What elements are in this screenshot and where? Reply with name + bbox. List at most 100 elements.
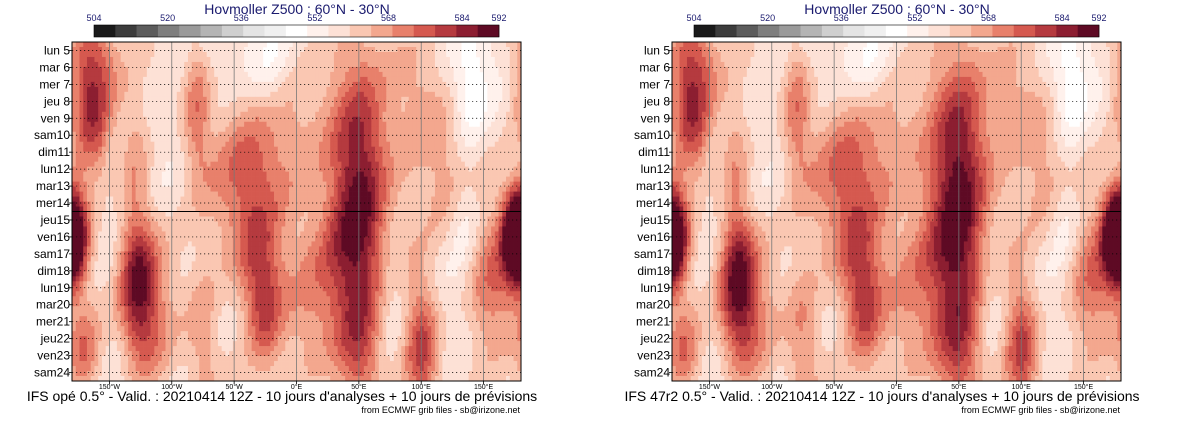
- heatmap-cell: [498, 151, 503, 158]
- heatmap-cell: [259, 221, 264, 227]
- heatmap-cell: [509, 216, 514, 222]
- heatmap-cell: [442, 151, 447, 158]
- heatmap-cell: [165, 121, 170, 128]
- heatmap-cell: [476, 161, 481, 167]
- heatmap-cell: [408, 126, 413, 133]
- heatmap-cell: [453, 156, 458, 162]
- heatmap-cell: [146, 66, 151, 73]
- heatmap-cell: [375, 121, 380, 128]
- heatmap-cell: [221, 171, 226, 177]
- heatmap-cell: [232, 86, 237, 93]
- heatmap-cell: [348, 46, 353, 53]
- heatmap-cell: [322, 211, 327, 217]
- heatmap-cell: [468, 171, 473, 177]
- heatmap-cell: [307, 216, 312, 222]
- heatmap-cell: [158, 141, 163, 148]
- heatmap-cell: [120, 181, 125, 187]
- heatmap-cell: [322, 111, 327, 118]
- heatmap-cell: [120, 151, 125, 158]
- heatmap-cell: [341, 191, 346, 197]
- heatmap-cell: [378, 171, 383, 177]
- heatmap-cell: [225, 211, 230, 217]
- heatmap-cell: [326, 136, 331, 143]
- heatmap-cell: [195, 66, 200, 73]
- heatmap-cell: [206, 196, 211, 202]
- heatmap-cell: [187, 51, 193, 58]
- heatmap-cell: [161, 176, 166, 182]
- heatmap-cell: [217, 86, 223, 93]
- heatmap-cell: [498, 201, 503, 207]
- heatmap-cell: [423, 241, 428, 247]
- heatmap-cell: [120, 231, 125, 237]
- heatmap-cell: [498, 111, 503, 118]
- heatmap-cell: [281, 121, 286, 128]
- heatmap-cell: [427, 71, 432, 78]
- heatmap-cell: [300, 166, 305, 172]
- heatmap-cell: [72, 66, 77, 73]
- heatmap-cell: [210, 61, 215, 68]
- heatmap-cell: [345, 131, 350, 138]
- heatmap-cell: [453, 86, 458, 93]
- heatmap-cell: [187, 42, 193, 48]
- heatmap-cell: [180, 66, 185, 73]
- heatmap-cell: [244, 241, 249, 247]
- heatmap-cell: [375, 156, 380, 162]
- heatmap-cell: [229, 156, 234, 162]
- heatmap-cell: [221, 226, 226, 232]
- heatmap-cell: [251, 56, 256, 63]
- heatmap-cell: [259, 51, 264, 58]
- heatmap-cell: [363, 126, 368, 133]
- heatmap-cell: [416, 111, 421, 118]
- heatmap-cell: [371, 101, 376, 108]
- heatmap-cell: [405, 66, 410, 73]
- heatmap-cell: [135, 206, 140, 212]
- heatmap-cell: [330, 101, 335, 108]
- heatmap-cell: [289, 201, 294, 207]
- heatmap-cell: [98, 161, 103, 167]
- heatmap-cell: [333, 146, 339, 153]
- heatmap-cell: [348, 221, 353, 227]
- heatmap-cell: [341, 141, 346, 148]
- heatmap-cell: [491, 126, 496, 133]
- heatmap-cell: [367, 71, 372, 78]
- heatmap-cell: [274, 186, 279, 192]
- heatmap-cell: [165, 206, 170, 212]
- heatmap-cell: [98, 71, 103, 78]
- heatmap-cell: [75, 161, 80, 167]
- heatmap-cell: [289, 56, 294, 63]
- heatmap-cell: [274, 111, 279, 118]
- heatmap-cell: [281, 131, 286, 138]
- heatmap-cell: [341, 96, 346, 103]
- heatmap-cell: [210, 51, 215, 58]
- heatmap-cell: [363, 81, 368, 88]
- heatmap-cell: [397, 91, 402, 98]
- heatmap-cell: [390, 126, 395, 133]
- heatmap-cell: [221, 126, 226, 133]
- heatmap-cell: [165, 226, 170, 232]
- heatmap-cell: [158, 91, 163, 98]
- heatmap-cell: [464, 181, 469, 187]
- heatmap-cell: [419, 141, 425, 148]
- heatmap-cell: [251, 106, 256, 113]
- heatmap-cell: [419, 42, 425, 48]
- heatmap-cell: [221, 146, 226, 153]
- heatmap-cell: [124, 131, 129, 138]
- heatmap-cell: [457, 236, 462, 242]
- heatmap-cell: [416, 201, 421, 207]
- heatmap-cell: [146, 171, 151, 177]
- heatmap-cell: [303, 66, 309, 73]
- heatmap-cell: [176, 42, 181, 48]
- heatmap-cell: [371, 241, 376, 247]
- heatmap-cell: [232, 106, 237, 113]
- heatmap-cell: [360, 61, 365, 68]
- heatmap-cell: [405, 206, 410, 212]
- heatmap-cell: [281, 61, 286, 68]
- heatmap-cell: [333, 51, 339, 58]
- heatmap-cell: [83, 81, 88, 88]
- heatmap-cell: [72, 71, 77, 78]
- heatmap-cell: [169, 196, 174, 202]
- heatmap-cell: [348, 211, 353, 217]
- heatmap-cell: [83, 176, 88, 182]
- heatmap-cell: [180, 76, 185, 83]
- heatmap-cell: [72, 161, 77, 167]
